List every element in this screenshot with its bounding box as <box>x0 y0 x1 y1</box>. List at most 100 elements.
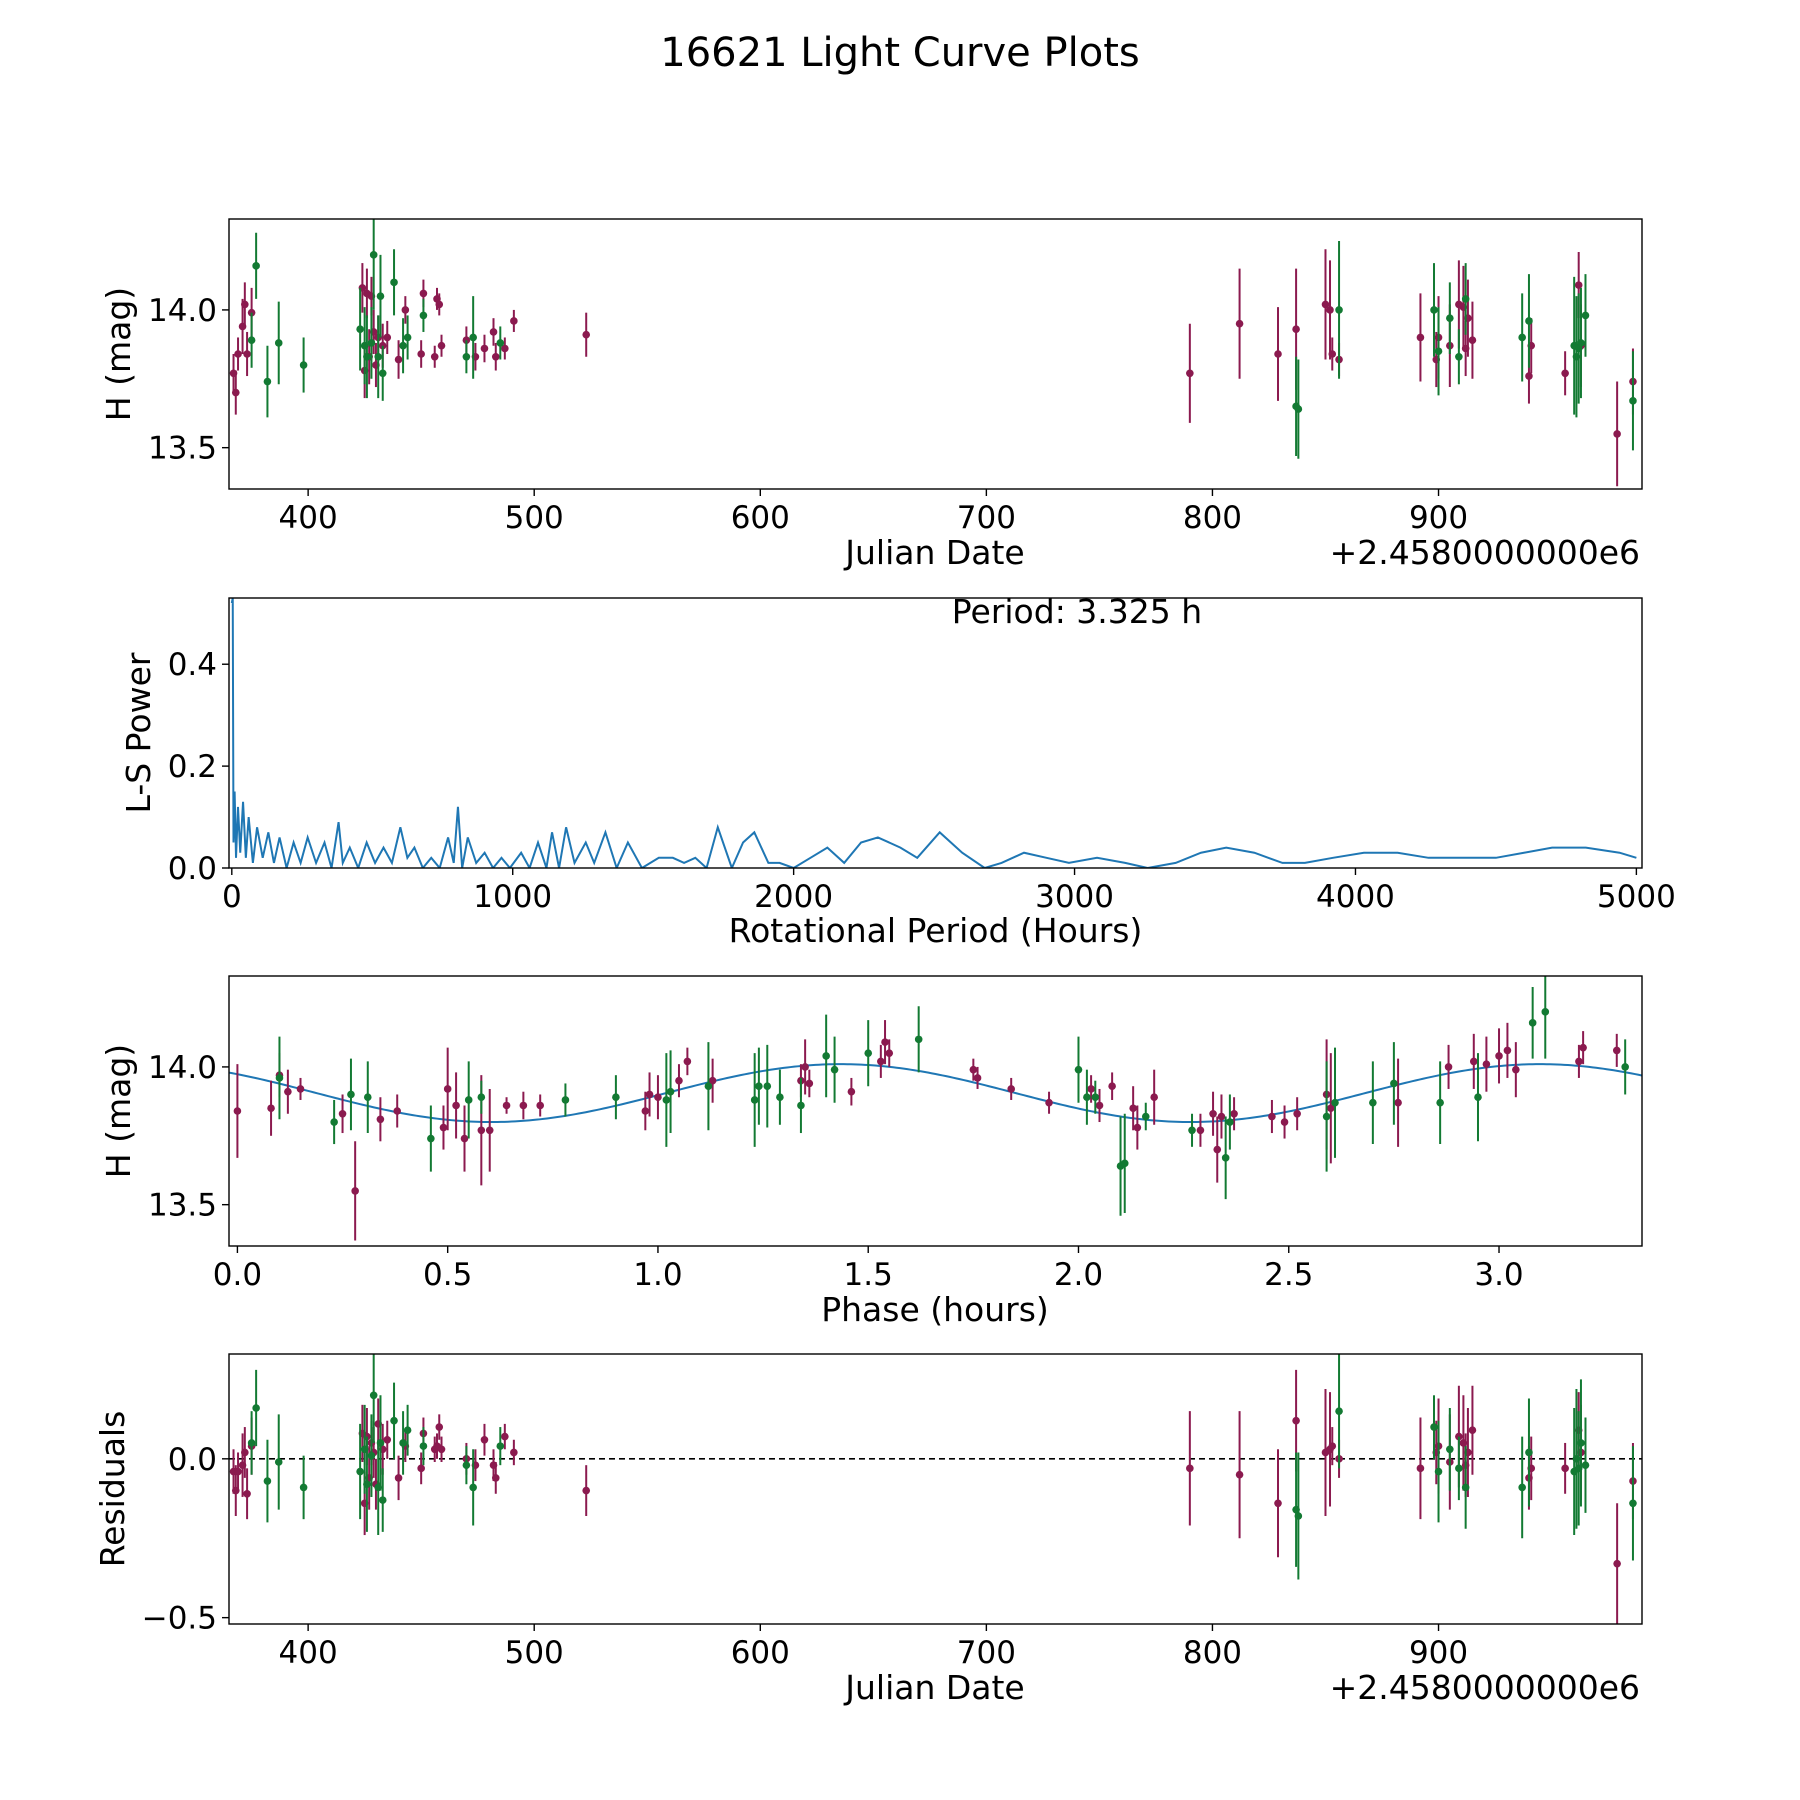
phased-plot-area <box>229 976 1642 1241</box>
phased-green-point <box>1074 1065 1083 1074</box>
lightcurve-green-point <box>496 339 505 347</box>
lightcurve-green-point <box>274 339 283 347</box>
lightcurve-x-tick-label: 700 <box>957 500 1016 536</box>
lightcurve-red-point <box>241 300 249 309</box>
lightcurve-green-point <box>1461 295 1470 303</box>
lightcurve-green-point <box>376 292 385 300</box>
phased-red-point <box>1394 1098 1402 1107</box>
periodogram-x-tick-label: 3000 <box>1035 879 1114 915</box>
phased-red-point <box>1196 1126 1205 1135</box>
periodogram-x-axis-label: Rotational Period (Hours) <box>729 911 1143 950</box>
residuals-red-point <box>582 1486 591 1495</box>
lightcurve-red-point <box>430 352 439 361</box>
lightcurve-green-point <box>299 361 308 369</box>
lightcurve-green-point <box>1518 333 1526 342</box>
phased-x-axis-label: Phase (hours) <box>821 1290 1049 1329</box>
residuals-green-point <box>378 1496 387 1504</box>
periodogram-x-tick-label: 5000 <box>1597 879 1676 915</box>
residuals-red-point <box>1292 1416 1300 1425</box>
phased-green-point <box>477 1093 486 1102</box>
lightcurve-red-point <box>491 352 500 361</box>
phased-green-point <box>776 1093 784 1102</box>
phased-red-point <box>1213 1145 1222 1154</box>
lightcurve-y-tick-label: 14.0 <box>148 293 217 329</box>
lightcurve-red-point <box>1613 430 1621 438</box>
residuals-green-point <box>1629 1499 1637 1508</box>
lightcurve-red-point <box>1416 333 1425 342</box>
lightcurve-x-offset-label: +2.4580000000e6 <box>1330 533 1640 572</box>
phased-x-tick-label: 0.0 <box>213 1257 262 1293</box>
lightcurve-red-point <box>1468 336 1477 345</box>
residuals-red-point <box>1186 1464 1194 1473</box>
phased-y-axis-label: H (mag) <box>99 1044 138 1178</box>
residuals-green-point <box>1518 1483 1526 1492</box>
residuals-x-tick-label: 900 <box>1409 1635 1468 1671</box>
phased-green-point <box>1188 1126 1196 1135</box>
residuals-green-point <box>419 1442 428 1450</box>
phased-red-point <box>641 1107 650 1115</box>
phased-green-point <box>1369 1098 1377 1107</box>
lightcurve-x-tick-label: 600 <box>731 500 790 536</box>
phased-red-point <box>338 1109 347 1118</box>
figure-title: 16621 Light Curve Plots <box>660 30 1139 76</box>
phased-red-point <box>1469 1057 1478 1066</box>
residuals-green-point <box>1446 1445 1454 1454</box>
residuals-green-point <box>356 1467 364 1476</box>
residuals-green-point <box>1335 1407 1343 1415</box>
residuals-green-point <box>1461 1483 1470 1492</box>
residuals-red-point <box>1561 1464 1569 1473</box>
lightcurve-red-point <box>582 330 591 339</box>
phased-green-point <box>797 1101 805 1110</box>
phased-red-point <box>683 1057 692 1066</box>
phased-green-point <box>1436 1098 1444 1107</box>
lightcurve-x-axis-label: Julian Date <box>843 533 1025 572</box>
lightcurve-green-point <box>1434 347 1443 356</box>
phased-red-point <box>502 1101 511 1110</box>
residuals-green-point <box>1294 1512 1303 1520</box>
phased-green-point <box>830 1065 839 1074</box>
phased-red-point <box>1007 1085 1015 1093</box>
residuals-red-point <box>501 1432 509 1441</box>
phased-green-point <box>1226 1118 1234 1126</box>
phased-red-point <box>969 1065 978 1074</box>
phased-red-point <box>1503 1046 1512 1055</box>
lightcurve-red-point <box>1561 369 1569 378</box>
periodogram-x-tick-label: 1000 <box>473 879 552 915</box>
periodogram-y-tick-label: 0.2 <box>168 749 217 785</box>
phased-green-point <box>1541 1008 1550 1016</box>
residuals-y-tick-label: −0.5 <box>142 1601 217 1637</box>
phased-red-point <box>805 1079 814 1088</box>
lightcurve-red-point <box>234 350 242 358</box>
phased-red-point <box>1512 1065 1520 1074</box>
lightcurve-red-point <box>480 344 489 353</box>
phased-green-point <box>347 1090 355 1099</box>
residuals-green-point <box>399 1439 407 1447</box>
lightcurve-frame <box>228 218 1643 490</box>
phased-red-point <box>1217 1112 1226 1121</box>
residuals-red-point <box>1416 1464 1425 1473</box>
phased-x-tick-label: 1.0 <box>633 1257 682 1293</box>
lightcurve-red-point <box>1186 369 1194 378</box>
phased-green-point <box>612 1093 620 1102</box>
phased-green-point <box>464 1096 473 1104</box>
residuals-x-axis-label: Julian Date <box>843 1668 1025 1707</box>
phased-green-point <box>704 1082 713 1091</box>
phased-red-point <box>1230 1109 1238 1118</box>
lightcurve-green-point <box>469 333 477 342</box>
residuals-panel: Residuals Julian Date +2.4580000000e6 40… <box>93 1353 1643 1707</box>
residuals-green-point <box>403 1426 412 1435</box>
periodogram-y-tick-label: 0.0 <box>168 851 217 887</box>
phased-red-point <box>877 1057 885 1066</box>
lightcurve-green-point <box>247 336 256 345</box>
phased-red-point <box>847 1087 856 1096</box>
phased-green-point <box>750 1096 759 1104</box>
lightcurve-red-point <box>1321 300 1330 309</box>
phased-green-point <box>1120 1159 1129 1168</box>
lightcurve-red-point <box>417 350 425 358</box>
phased-red-point <box>393 1107 402 1115</box>
residuals-green-point <box>1525 1448 1533 1457</box>
phased-red-point <box>1575 1057 1583 1066</box>
periodogram-x-tick-label: 0 <box>222 879 242 915</box>
residuals-red-point <box>417 1464 425 1473</box>
phased-green-point <box>666 1087 675 1096</box>
